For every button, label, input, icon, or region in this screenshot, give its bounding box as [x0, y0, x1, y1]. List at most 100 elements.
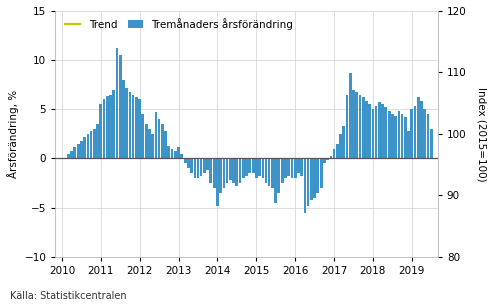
Bar: [90, 131, 92, 158]
Bar: [307, 158, 309, 206]
Bar: [397, 111, 400, 158]
Bar: [368, 104, 371, 158]
Bar: [365, 102, 368, 158]
Bar: [372, 109, 374, 158]
Bar: [291, 158, 293, 178]
Bar: [275, 158, 277, 203]
Bar: [284, 158, 287, 178]
Bar: [236, 158, 238, 186]
Bar: [168, 146, 170, 158]
Bar: [346, 95, 348, 158]
Bar: [145, 124, 147, 158]
Bar: [122, 80, 125, 158]
Bar: [87, 134, 89, 158]
Bar: [116, 48, 118, 158]
Bar: [155, 112, 157, 158]
Bar: [70, 150, 73, 158]
Bar: [262, 158, 264, 178]
Bar: [417, 98, 420, 158]
Bar: [323, 158, 326, 163]
Bar: [349, 73, 352, 158]
Bar: [245, 158, 248, 176]
Bar: [375, 106, 377, 158]
Bar: [151, 134, 154, 158]
Bar: [278, 158, 280, 193]
Bar: [385, 107, 387, 158]
Bar: [226, 158, 228, 183]
Bar: [388, 111, 390, 158]
Bar: [271, 158, 274, 188]
Bar: [242, 158, 245, 178]
Bar: [80, 141, 83, 158]
Bar: [297, 158, 300, 173]
Bar: [67, 154, 70, 158]
Bar: [252, 158, 254, 173]
Bar: [414, 106, 416, 158]
Text: Källa: Statistikcentralen: Källa: Statistikcentralen: [10, 291, 127, 301]
Bar: [141, 114, 144, 158]
Bar: [229, 158, 232, 180]
Bar: [203, 158, 206, 173]
Bar: [359, 95, 361, 158]
Bar: [223, 158, 225, 188]
Bar: [232, 158, 235, 183]
Bar: [430, 129, 432, 158]
Bar: [200, 158, 203, 176]
Bar: [352, 90, 355, 158]
Bar: [317, 158, 319, 193]
Bar: [355, 92, 358, 158]
Bar: [184, 158, 186, 163]
Bar: [161, 124, 164, 158]
Bar: [119, 55, 122, 158]
Bar: [213, 158, 215, 188]
Bar: [343, 126, 345, 158]
Bar: [216, 158, 219, 206]
Bar: [187, 158, 190, 168]
Bar: [96, 124, 99, 158]
Bar: [313, 158, 316, 198]
Y-axis label: Årsförändring, %: Årsförändring, %: [7, 90, 19, 178]
Bar: [394, 116, 397, 158]
Bar: [304, 158, 306, 212]
Bar: [139, 99, 141, 158]
Bar: [83, 137, 86, 158]
Bar: [129, 92, 131, 158]
Bar: [310, 158, 313, 200]
Bar: [219, 158, 222, 193]
Bar: [194, 158, 196, 178]
Bar: [258, 158, 261, 176]
Bar: [401, 114, 403, 158]
Bar: [158, 119, 160, 158]
Bar: [171, 149, 174, 158]
Bar: [281, 158, 283, 183]
Bar: [112, 90, 115, 158]
Bar: [339, 134, 342, 158]
Bar: [362, 98, 364, 158]
Bar: [148, 129, 151, 158]
Y-axis label: Index (2015=100): Index (2015=100): [476, 87, 486, 181]
Bar: [180, 154, 183, 158]
Bar: [210, 158, 212, 183]
Bar: [174, 150, 177, 158]
Bar: [423, 109, 426, 158]
Bar: [77, 144, 79, 158]
Bar: [103, 99, 106, 158]
Bar: [132, 95, 135, 158]
Legend: Trend, Tremånaders årsförändring: Trend, Tremånaders årsförändring: [61, 14, 298, 34]
Bar: [287, 158, 290, 176]
Bar: [135, 98, 138, 158]
Bar: [164, 131, 167, 158]
Bar: [190, 158, 193, 173]
Bar: [197, 158, 199, 178]
Bar: [427, 114, 429, 158]
Bar: [106, 96, 109, 158]
Bar: [73, 147, 76, 158]
Bar: [248, 158, 251, 173]
Bar: [207, 158, 209, 170]
Bar: [239, 158, 241, 183]
Bar: [378, 102, 381, 158]
Bar: [255, 158, 258, 178]
Bar: [326, 158, 329, 161]
Bar: [420, 102, 423, 158]
Bar: [109, 95, 112, 158]
